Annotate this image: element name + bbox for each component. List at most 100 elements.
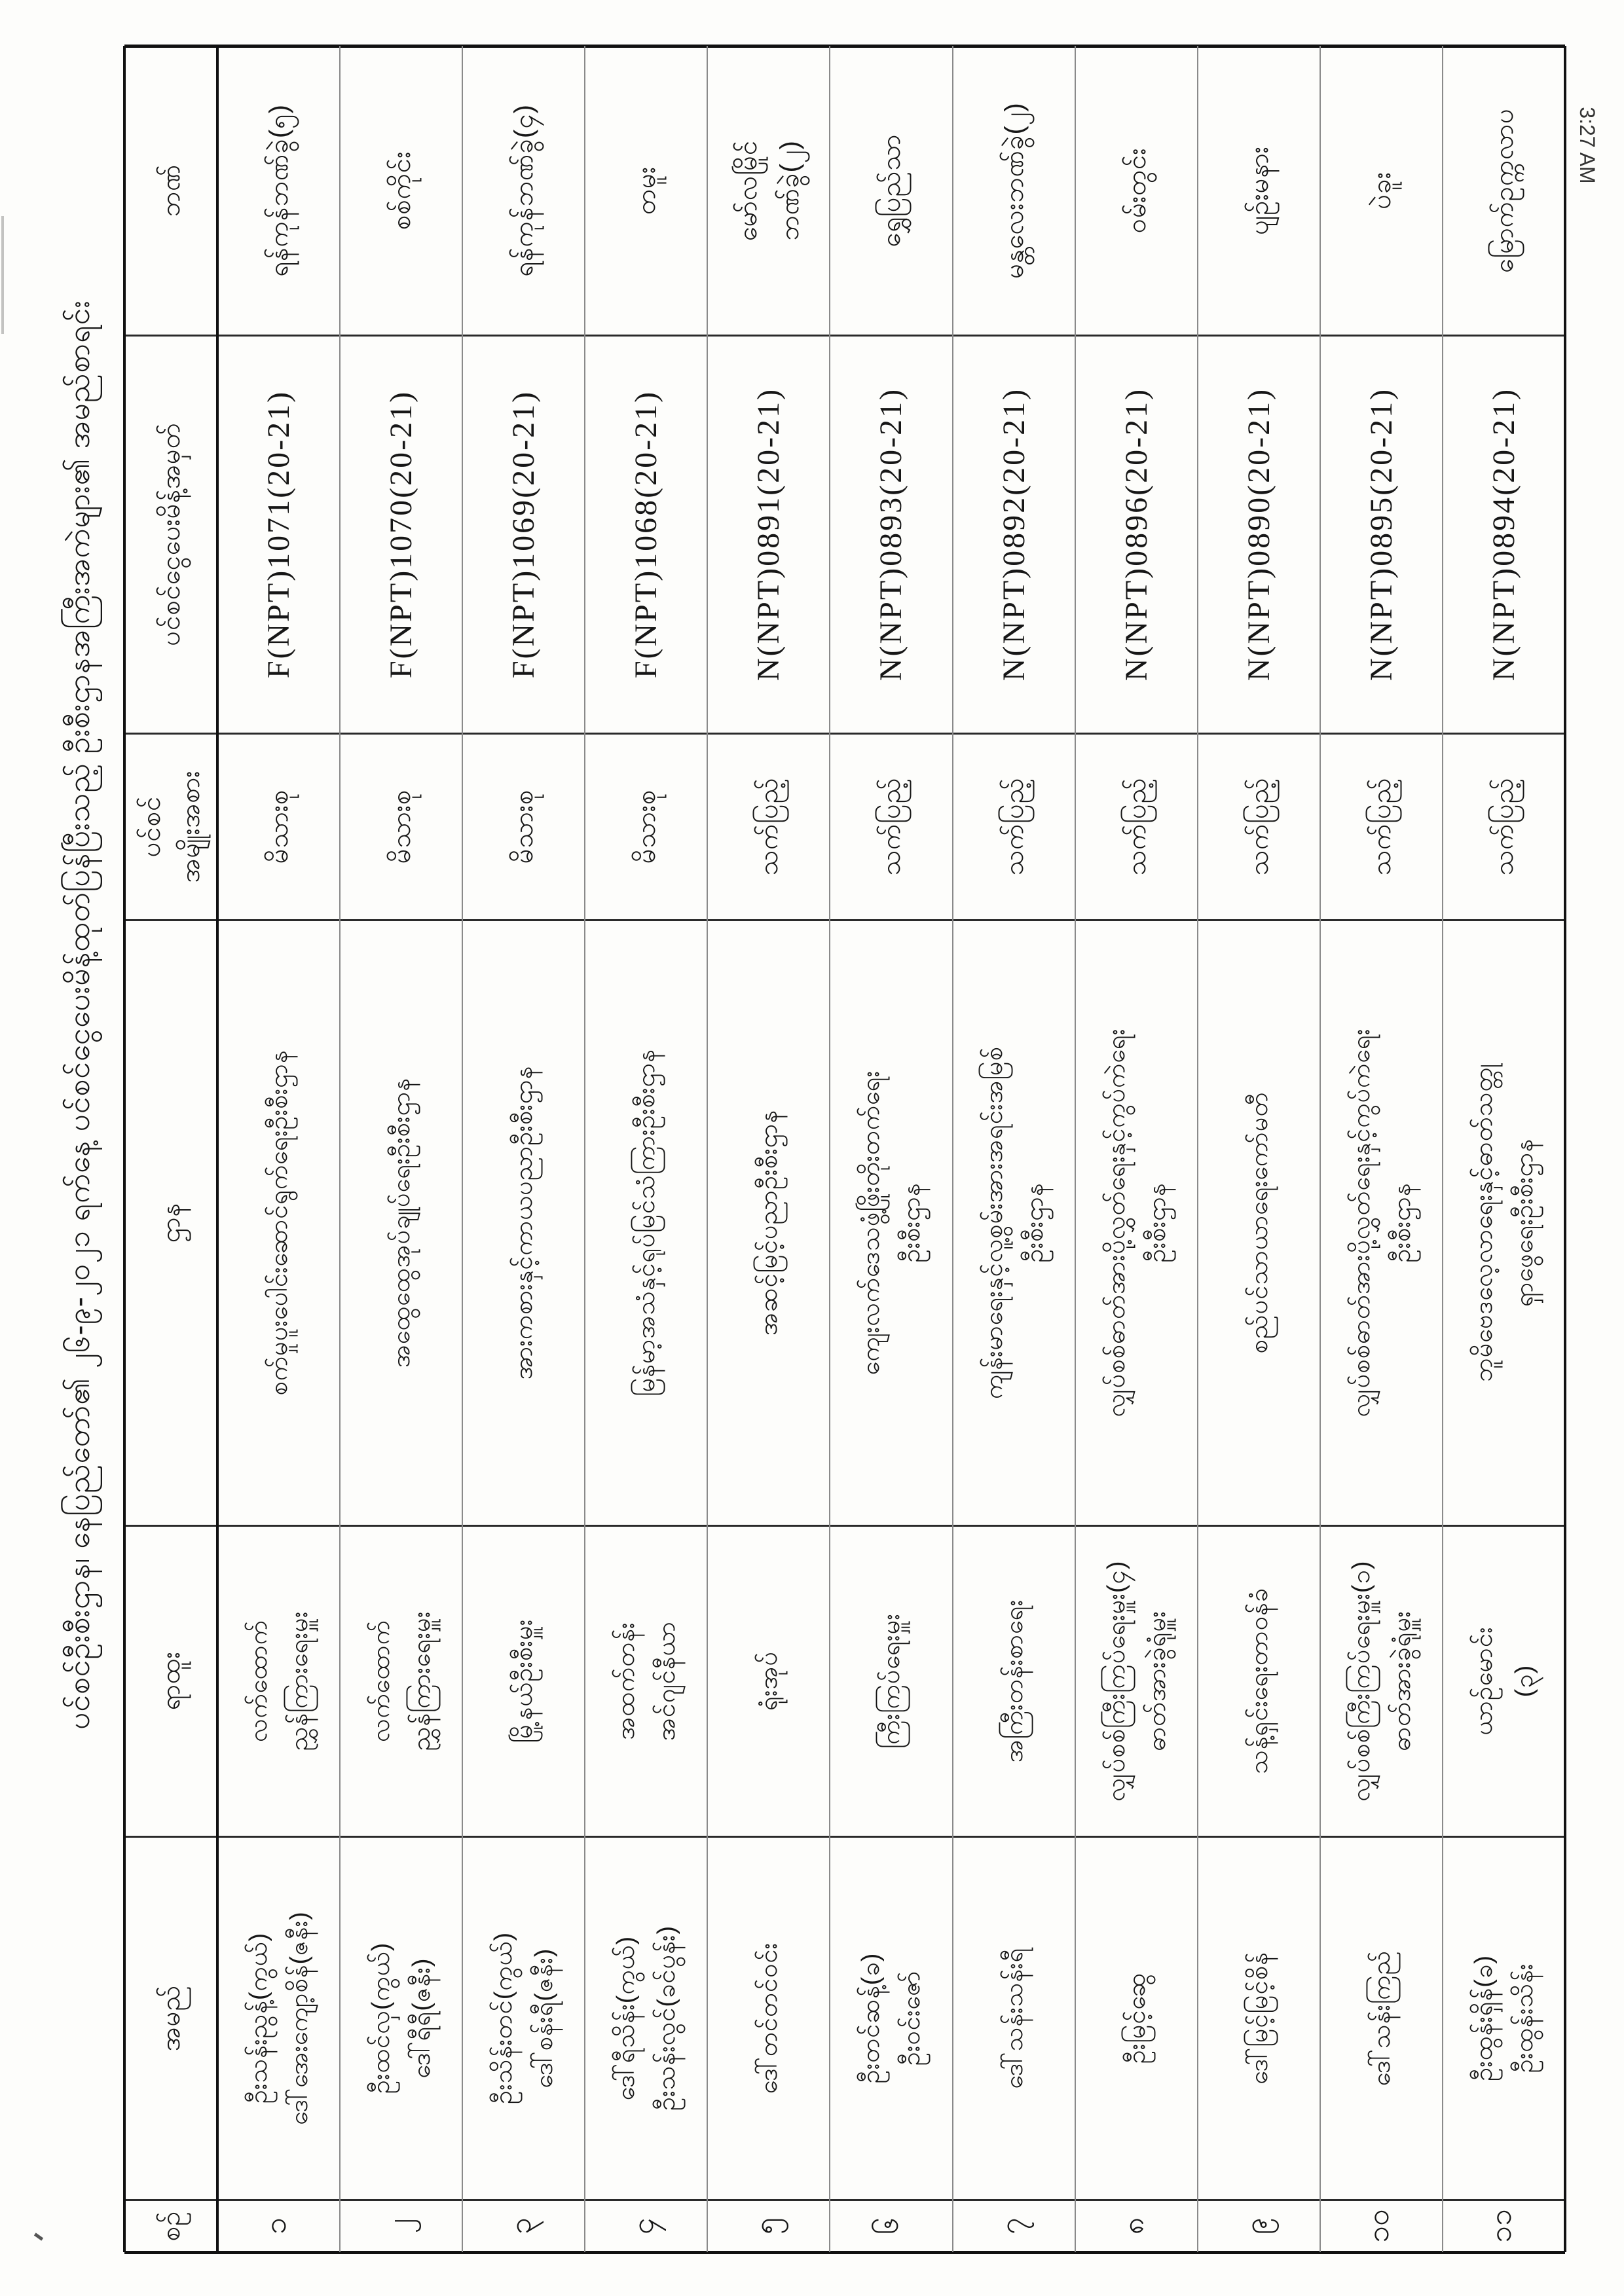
cell-name: ဦးတင်ဆန့်(ခ) ဦးဝင်းဇော် (830, 1836, 952, 2200)
cell-department-line: ရှာဖွေရေးဦးစီးဌာန (1510, 1139, 1538, 1307)
cell-name-line: ဒေါ်အေးကျော့စိန်(ဇနီး) (285, 1911, 313, 2125)
cell-department: အဆင့်မြင့်ပညာဦးစီးဌာန (707, 920, 830, 1525)
cell-department: လျှပ်စစ်ဓာတ်အားပို့လွှတ်ရေးနှင့်ကွပ်ကဲရေ… (1320, 920, 1443, 1525)
cell-name: ဦးထွန်းရှိန်(ခ) ဦးထွန်းသိန်း (1443, 1836, 1565, 2200)
page-title: ပင်စင်ဦးစီးဌာန၊ နေပြည်တော်၏ ၂၆-၉-၂၀၂၁ ရက… (61, 300, 96, 1730)
cell-department: စည်ပင်သာယာရေးကော်မတီ (1198, 920, 1320, 1525)
cell-serial-line: ၃ (503, 2217, 538, 2234)
cell-bank-line: ရန်ကုန်ဘဏ်ခွဲ(၅) (264, 104, 293, 277)
cell-position-line: လျှပ်စစ်ကြီးကြပ်ရေးမှူး(၄) (1102, 1560, 1130, 1802)
table-grid-line (339, 46, 341, 2252)
cell-name: ဒေါ်သန်းကြည် (1320, 1836, 1443, 2200)
cell-bank: ပဲခူး (1320, 46, 1443, 335)
table-grid-line (124, 2250, 1565, 2254)
cell-serial-line: ၈ (1115, 2217, 1150, 2235)
cell-department-line: ကျေးလက်ဒေသဖွံ့ဖြိုးတိုးတက်ရေး (857, 1070, 885, 1376)
cell-name-line: ဒေါ်သန်းသန်းရီ (1000, 1947, 1028, 2089)
cell-pension-type: သက်ပြည့် (830, 733, 952, 920)
cell-department: ဘူမိဗေဒလေ့လာရေးနှင့်ဓာတ်သတ္တု ရှာဖွေရေးဦး… (1443, 920, 1565, 1525)
table-grid-line (1564, 46, 1566, 2252)
cell-bank: ရန်ကုန်ဘဏ်ခွဲ(၄) (462, 46, 585, 335)
scan-artifact (1, 216, 4, 334)
cell-pay-order-no: N(NPT)0891(20-21) (707, 335, 830, 733)
cell-pay-order-no-line: N(NPT)0890(20-21) (1241, 387, 1276, 682)
cell-bank-line: ပဲခူး (1367, 172, 1396, 210)
table-grid-line (1441, 46, 1443, 2252)
cell-pension-type: သက်ပြည့် (1075, 733, 1198, 920)
cell-department-line: လျှပ်စစ်ဓာတ်အားပို့လွှတ်ရေးနှင့်ကွပ်ကဲရေ… (1102, 1028, 1130, 1417)
header-bank-line: ဘဏ် (157, 164, 185, 217)
cell-pay-order-no: F(NPT)1068(20-21) (585, 335, 707, 733)
cell-pension-type-line: သက်ပြည့် (1367, 777, 1396, 876)
cell-bank-line: တမူး (631, 166, 661, 215)
cell-name-line: ဦးသန်းလွင်(ခင်ပွန်း) (652, 1925, 680, 2111)
cell-pension-type: သက်ပြည့် (707, 733, 830, 920)
table-grid-line (124, 334, 1565, 337)
cell-bank: မြောက်ဥက္ကလာပ (1443, 46, 1565, 335)
cell-pension-type: သက်ပြည့် (1198, 733, 1320, 920)
cell-position-line: ညွှန်ကြားရေးမှူး (407, 1611, 435, 1751)
cell-pension-type: သက်ပြည့် (1443, 733, 1565, 920)
cell-pay-order-no: F(NPT)1071(20-21) (217, 335, 340, 733)
cell-bank-line: ဝမ်းတွင်း (1122, 147, 1151, 234)
cell-department: အထွေထွေအုပ်ချုပ်ရေးဦးစီးဌာန (340, 920, 462, 1525)
cell-position: ယာဉ်မောင်း (၃) (1443, 1525, 1565, 1836)
cell-name: ဦးသန်းညွန့်(ကွယ်) ဒေါ်အေးကျော့စိန်(ဇနီး) (217, 1836, 340, 2200)
cell-pay-order-no: N(NPT)0895(20-21) (1320, 335, 1443, 733)
cell-position: အထက်တန်း အင်ဂျင်နီယာ (585, 1525, 707, 1836)
cell-department-line: ဦးစီးဌာန (1143, 1182, 1171, 1263)
table-grid-line (829, 46, 831, 2252)
cell-name: ဒေါ်ရီသိန်း(ကွယ်) ဦးသန်းလွင်(ခင်ပွန်း) (585, 1836, 707, 2200)
header-name: အမည် (124, 1836, 217, 2200)
cell-department-line: ဦးစီးဌာန (1020, 1182, 1048, 1263)
cell-serial-line: ၁၀ (1360, 2209, 1395, 2243)
cell-position: ကြီးကြပ်ရေးမှူး (830, 1525, 952, 1836)
table-grid-line (124, 919, 1565, 921)
cell-serial: ၃ (462, 2200, 585, 2252)
cell-bank: မော်လမြိုင် ဘဏ်ခွဲ(၂) (707, 46, 830, 335)
cell-serial-line: ၁ (258, 2217, 293, 2234)
cell-name-line: ဦးတင်ဆန့်(ခ) (857, 1952, 885, 2084)
cell-bank: ဝမ်းတွင်း (1075, 46, 1198, 335)
cell-position-line: ဓာတ်အားခွဲရုံမှူး (1143, 1611, 1171, 1751)
cell-serial: ၆ (830, 2200, 952, 2252)
cell-pay-order-no-line: N(NPT)0892(20-21) (996, 387, 1031, 682)
header-bank: ဘဏ် (124, 46, 217, 335)
cell-pension-type-line: မိသားစု (264, 789, 293, 864)
cell-pension-type-line: သက်ပြည့် (1244, 777, 1274, 876)
cell-serial: ၄ (585, 2200, 707, 2252)
cell-name-line: ဒေါ်တင်တင်ဝင်း (754, 1942, 783, 2094)
cell-department: ကျန်းမာရေးနှင့်လူ့စွမ်းအားအရင်းအမြစ် ဦးစီ… (953, 920, 1075, 1525)
cell-position: လျှပ်စစ်ကြီးကြပ်ရေးမှူး(၄) ဓာတ်အားခွဲရုံမ… (1075, 1525, 1198, 1836)
cell-serial: ၇ (953, 2200, 1075, 2252)
cell-pay-order-no-line: N(NPT)0891(20-21) (751, 387, 786, 682)
cell-name: ဒေါ်တင်တင်ဝင်း (707, 1836, 830, 2200)
cell-bank-line: မော်လမြိုင် (733, 139, 762, 242)
table-grid-line (462, 46, 464, 2252)
cell-pay-order-no-line: F(NPT)1070(20-21) (384, 390, 419, 679)
cell-name-line: ဦးသန်းညွန့်(ကွယ်) (244, 1932, 272, 2104)
cell-position-line: (၃) (1510, 1664, 1538, 1698)
header-pension-type-line: အမျိုးအစား (176, 770, 205, 883)
cell-department: လျှပ်စစ်ဓာတ်အားပို့လွှတ်ရေးနှင့်ကွပ်ကဲရေ… (1075, 920, 1198, 1525)
cell-pay-order-no: N(NPT)0893(20-21) (830, 335, 952, 733)
cell-position-line: အင်ဂျင်နီယာ (652, 1621, 680, 1741)
cell-department: မြန်မာ့အသံနှင့်ရုပ်မြင်သံကြားဦးစီးဌာန (585, 920, 707, 1525)
cell-serial-line: ၆ (870, 2217, 905, 2234)
cell-bank: ရန်ကုန်ဘဏ်ခွဲ(၅) (217, 46, 340, 335)
cell-pay-order-no: N(NPT)0896(20-21) (1075, 335, 1198, 733)
cell-name-line: ဒေါ်မြင့်မြင့်စိန် (1245, 1952, 1273, 2085)
cell-pension-type: မိသားစု (340, 733, 462, 920)
cell-bank-line: ရွှေပြည်သာ (876, 134, 906, 247)
cell-serial: ၁၁ (1443, 2200, 1565, 2252)
cell-department: ကျေးလက်ဒေသဖွံ့ဖြိုးတိုးတက်ရေး ဦးစီးဌာန (830, 920, 952, 1525)
cell-position-line: အထက်တန်း (612, 1622, 640, 1740)
table-grid-line (216, 46, 219, 2252)
cell-position-line: လျှပ်စစ်ကြီးကြပ်ရေးမှူး(၁) (1347, 1560, 1375, 1802)
cell-pension-type-line: သက်ပြည့် (876, 777, 906, 876)
table-grid-line (124, 1835, 1565, 1838)
cell-serial: ၁ (217, 2200, 340, 2252)
cell-position-line: မြို့နယ်ဦးစီးမှူး (509, 1618, 538, 1743)
cell-bank-line: စစ်ကိုင်း (386, 151, 416, 230)
table-grid-line (124, 2198, 1565, 2201)
